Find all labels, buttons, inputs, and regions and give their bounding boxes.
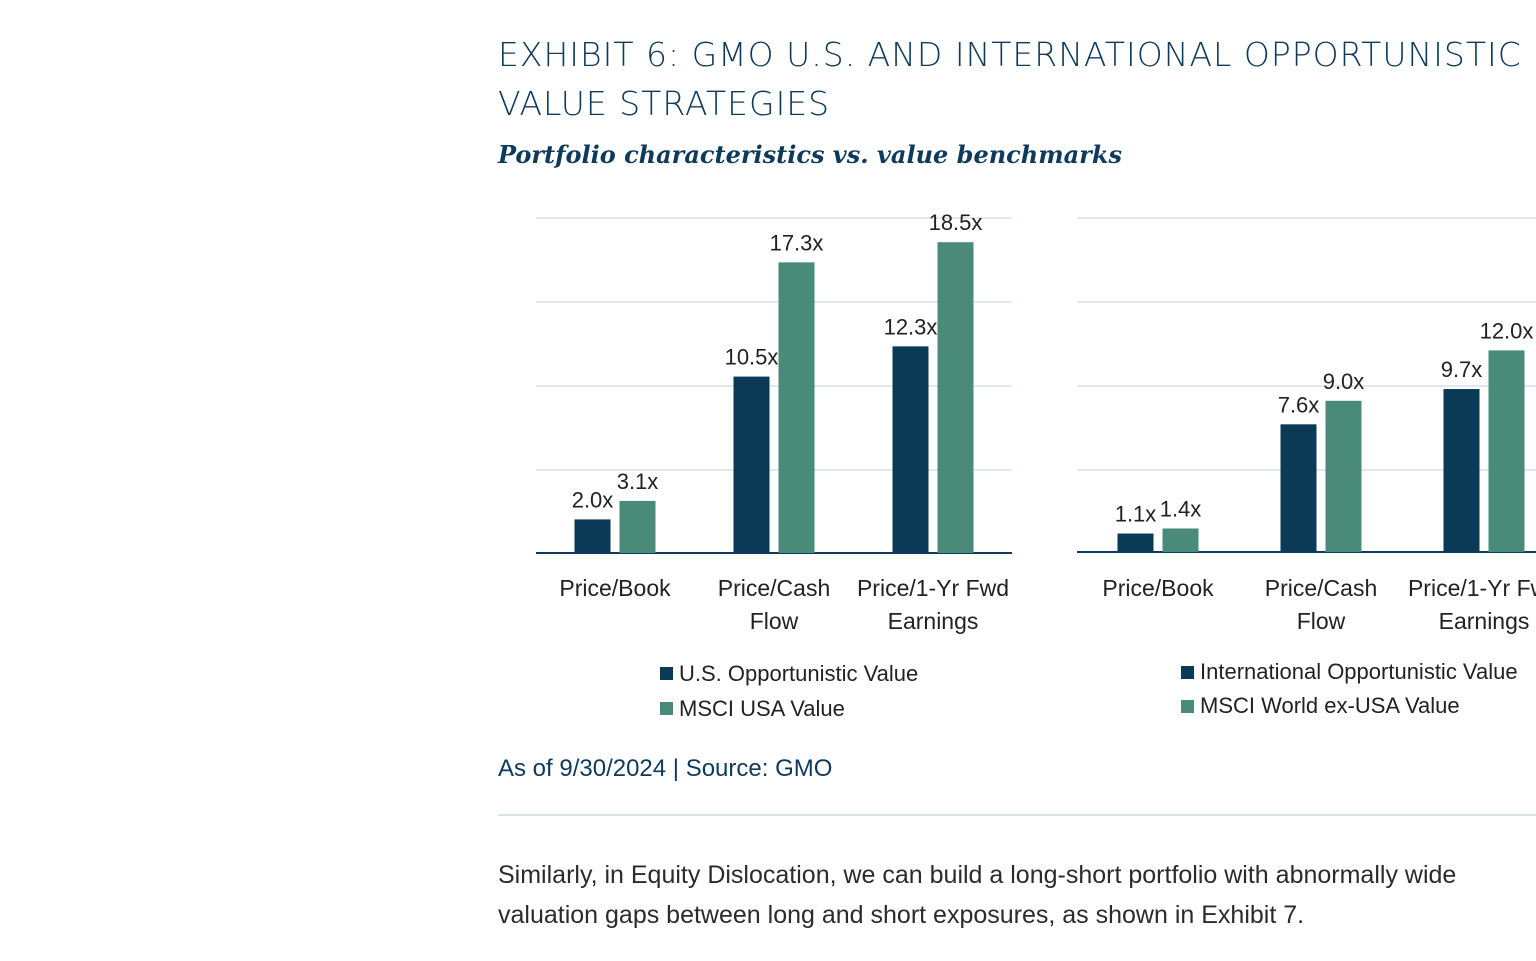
x-tick-label: Price/Cash — [1265, 575, 1377, 601]
x-tick-label: Earnings — [1439, 608, 1530, 634]
bar — [1280, 424, 1317, 552]
chart-subtitle: Portfolio characteristics vs. value benc… — [498, 140, 1122, 169]
legend-swatch-green — [660, 702, 673, 715]
data-label: 1.4x — [1160, 496, 1202, 521]
exhibit-title: EXHIBIT 6: GMO U.S. AND INTERNATIONAL OP… — [498, 35, 1522, 123]
source-note: As of 9/30/2024 | Source: GMO — [498, 755, 833, 782]
data-label: 9.7x — [1441, 357, 1483, 382]
bar — [574, 519, 611, 553]
x-tick-label: Earnings — [888, 608, 979, 634]
legend-intl: International Opportunistic Value MSCI W… — [1181, 655, 1518, 723]
data-label: 18.5x — [929, 210, 983, 235]
chart-1: 1.1x 1.4x Price/Book 7.6x9.0x Price/Cash Flow… — [1077, 217, 1536, 634]
data-label: 2.0x — [572, 487, 614, 512]
bar — [937, 242, 974, 553]
legend-label: MSCI World ex-USA Value — [1200, 693, 1460, 718]
x-tick-label: Flow — [1297, 608, 1346, 634]
legend-item-us-opportunistic: U.S. Opportunistic Value — [660, 656, 918, 691]
legend-label: MSCI USA Value — [679, 695, 845, 721]
bar — [1488, 350, 1525, 552]
bar — [778, 262, 815, 553]
legend-swatch-green — [1181, 699, 1194, 713]
bar — [733, 376, 770, 553]
data-label: 17.3x — [770, 230, 824, 255]
data-label: 12.3x — [884, 314, 938, 339]
bar — [1325, 400, 1362, 552]
data-label: 10.5x — [725, 345, 779, 370]
bar — [619, 500, 656, 553]
x-tick-label: Price/1-Yr Fwd — [857, 575, 1009, 601]
x-tick-label: Price/Book — [1102, 575, 1214, 601]
x-tick-label: Price/Cash — [718, 575, 830, 601]
legend-item-intl-opportunistic: International Opportunistic Value — [1181, 655, 1518, 689]
legend-item-msci-world-ex-usa: MSCI World ex-USA Value — [1181, 689, 1518, 723]
divider — [498, 814, 1536, 816]
bar — [1117, 533, 1154, 552]
data-label: 9.0x — [1323, 369, 1365, 394]
legend-item-msci-usa: MSCI USA Value — [660, 691, 918, 726]
chart-0: 2.0x3.1x Price/Book 10.5x 17.3x Price/Cash Fl… — [536, 210, 1012, 634]
body-paragraph: Similarly, in Equity Dislocation, we can… — [498, 861, 1457, 929]
legend-swatch-dark — [1181, 665, 1194, 679]
legend-label: U.S. Opportunistic Value — [679, 660, 919, 686]
bar — [1443, 389, 1480, 552]
data-label: 12.0x — [1480, 318, 1534, 343]
x-tick-label: Price/1-Yr Fwd — [1408, 575, 1536, 601]
bar — [892, 346, 929, 553]
legend-us: U.S. Opportunistic Value MSCI USA Value — [660, 656, 918, 726]
x-tick-label: Flow — [750, 608, 799, 634]
x-tick-label: Price/Book — [559, 575, 671, 601]
data-label: 3.1x — [617, 469, 659, 494]
legend-label: International Opportunistic Value — [1200, 659, 1518, 684]
bar — [1162, 528, 1199, 552]
data-label: 1.1x — [1115, 502, 1157, 527]
legend-swatch-dark — [660, 667, 673, 680]
data-label: 7.6x — [1278, 392, 1320, 417]
